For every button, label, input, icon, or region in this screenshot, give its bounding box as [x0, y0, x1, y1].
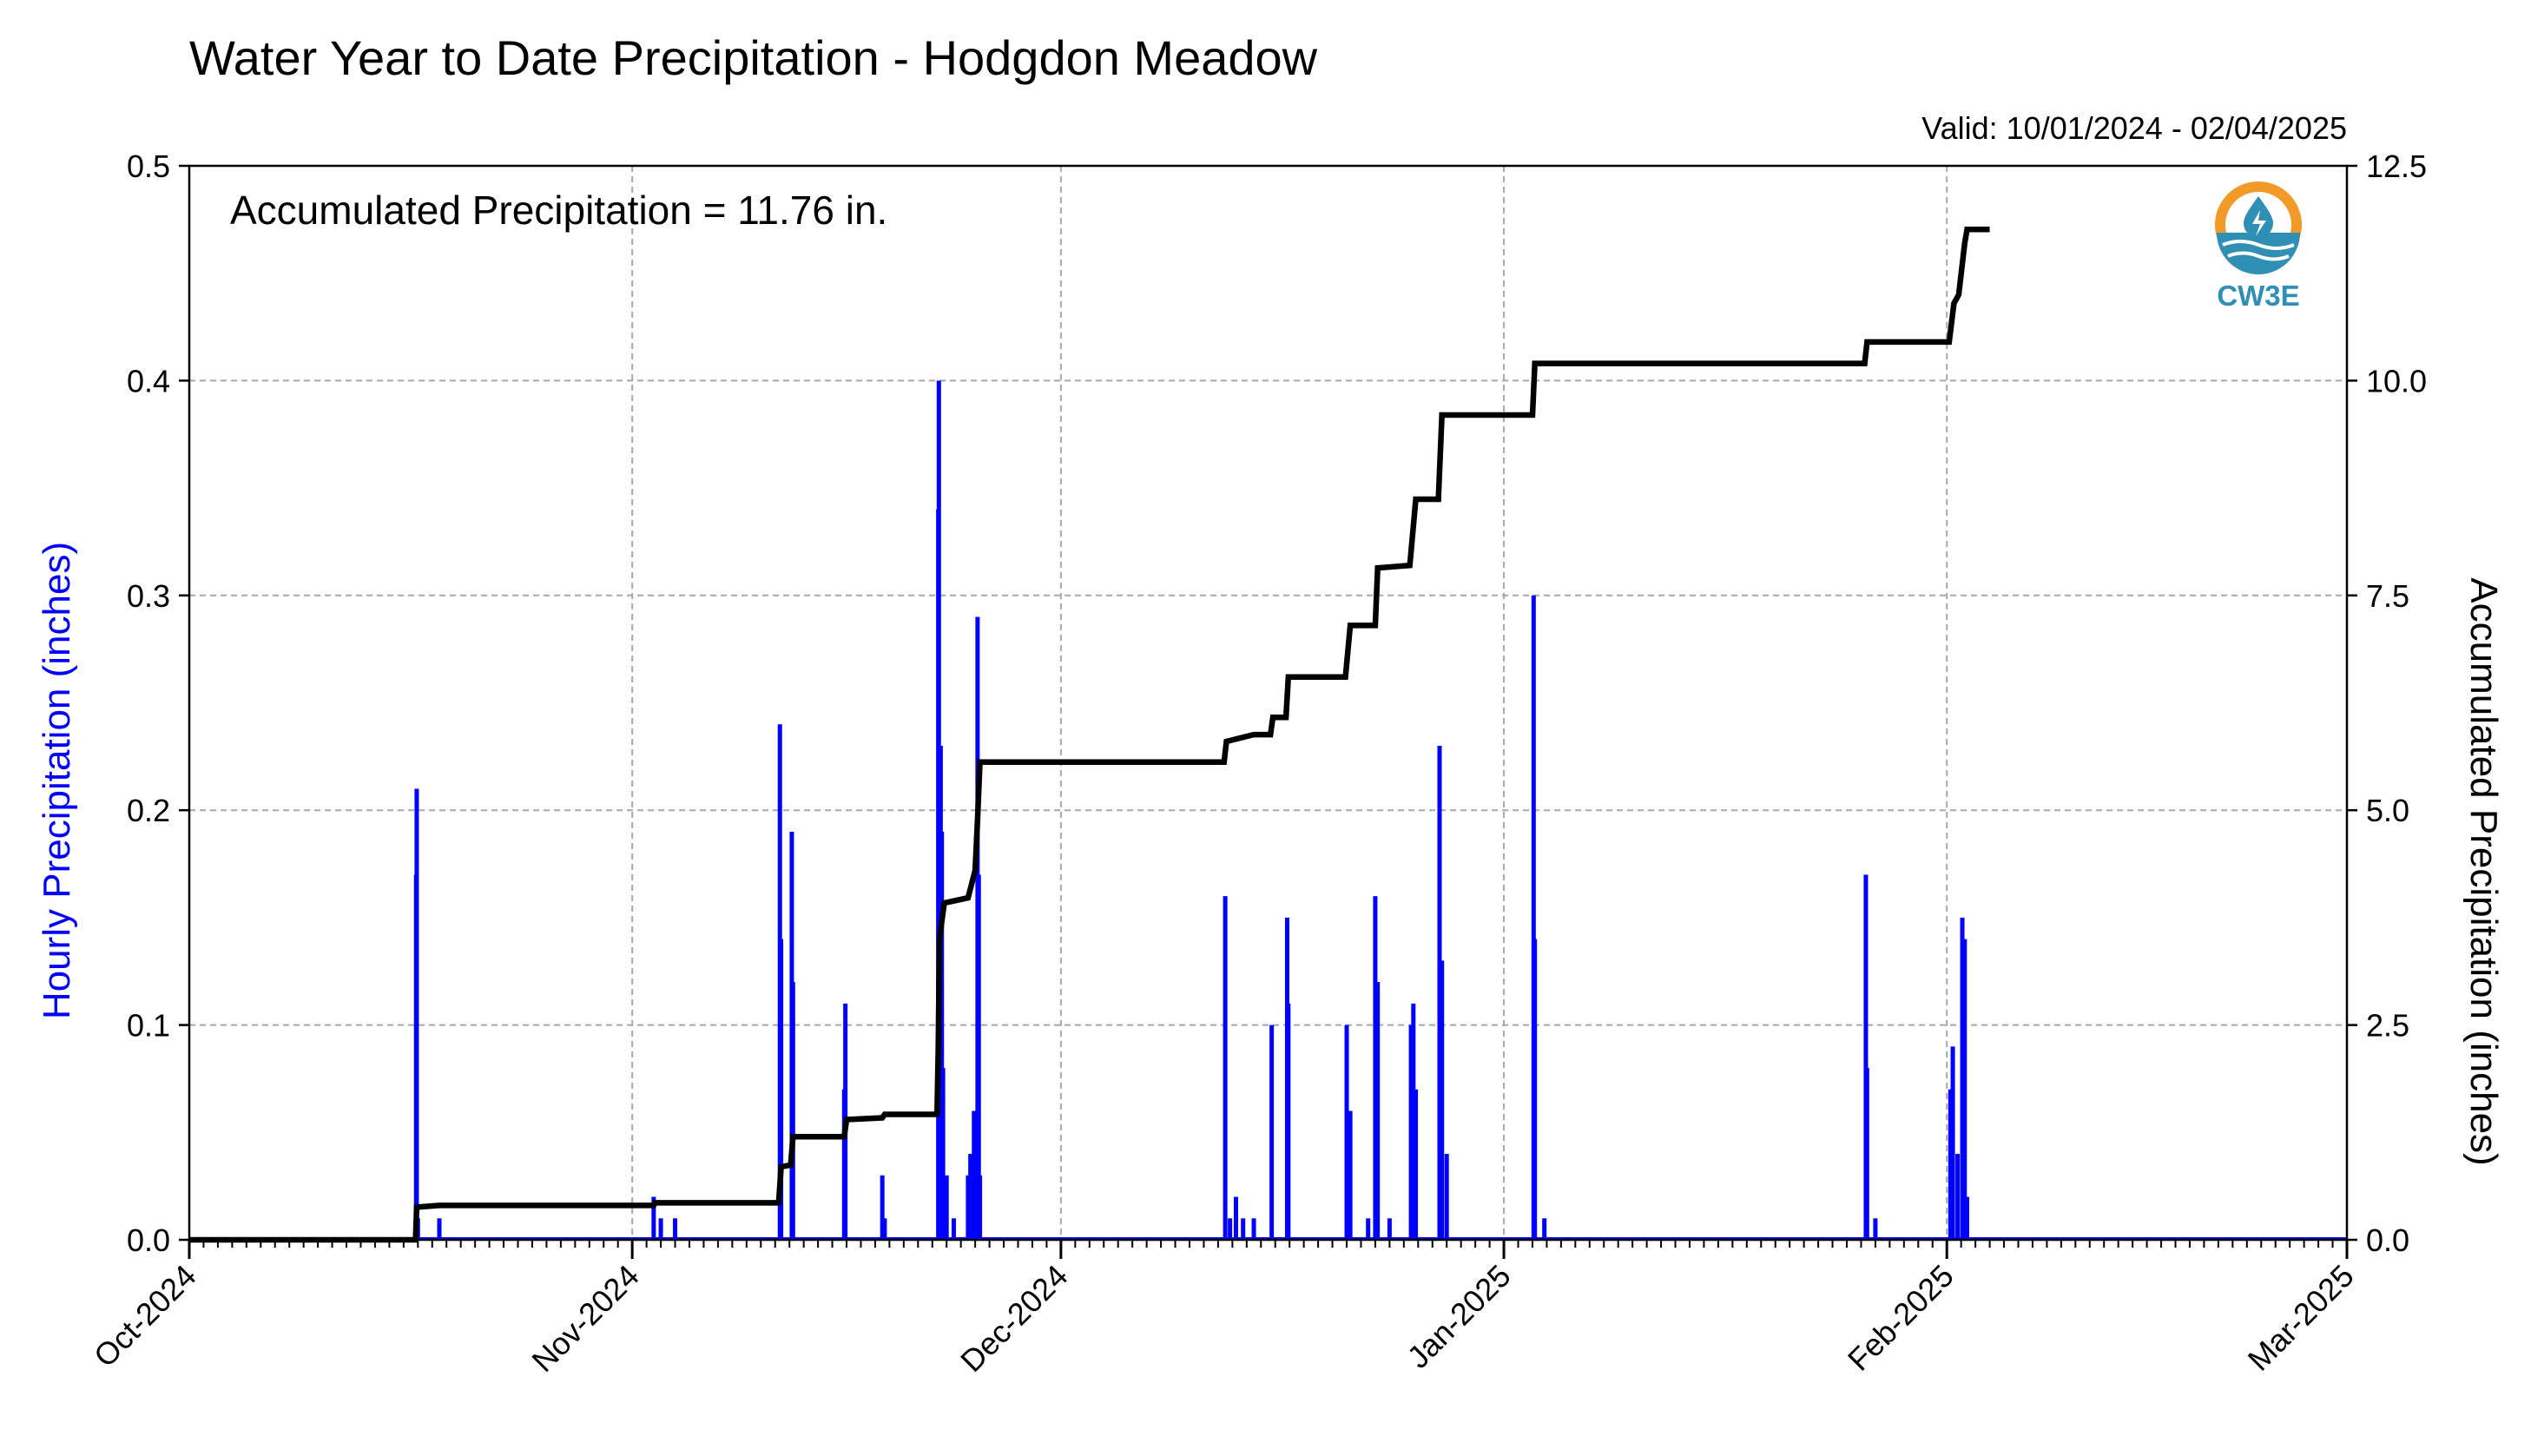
hourly-precip-bar: [1440, 960, 1445, 1240]
hourly-precip-bar: [1241, 1218, 1246, 1240]
hourly-precip-bar: [972, 1110, 977, 1240]
hourly-precip-bar: [1437, 745, 1442, 1240]
hourly-precip-bar: [779, 939, 784, 1240]
cw3e-logo: CW3E: [2215, 181, 2302, 312]
hourly-precip-bar: [968, 1154, 973, 1240]
hourly-precip-bar: [978, 1175, 983, 1240]
hourly-precip-bar: [951, 1218, 956, 1240]
hourly-precip-bar: [673, 1218, 678, 1240]
valid-date-range: Valid: 10/01/2024 - 02/04/2025: [1921, 110, 2347, 146]
grid-lines: [189, 166, 2347, 1240]
hourly-precip-bar: [1411, 1003, 1416, 1240]
hourly-precip-bar: [1955, 1154, 1961, 1240]
hourly-precip-bar: [1863, 874, 1869, 1240]
hourly-precip-bar: [976, 874, 981, 1240]
x-tick-label: Nov-2024: [524, 1258, 645, 1379]
hourly-precip-bar: [1542, 1218, 1547, 1240]
x-tick-label: Jan-2025: [1401, 1258, 1518, 1375]
hourly-precip-bar: [1965, 1196, 1970, 1240]
left-y-tick-label: 0.5: [127, 148, 170, 184]
left-y-tick-label: 0.1: [127, 1008, 170, 1044]
hourly-precip-bar: [437, 1218, 442, 1240]
right-y-tick-label: 12.5: [2366, 148, 2427, 184]
right-y-axis-label: Accumulated Precipitation (inches): [2462, 577, 2505, 1165]
right-y-tick-label: 7.5: [2366, 578, 2409, 614]
hourly-precip-bar: [1348, 1110, 1353, 1240]
hourly-precip-bar: [1251, 1218, 1256, 1240]
hourly-precip-bar: [1223, 896, 1228, 1240]
chart-title: Water Year to Date Precipitation - Hodgd…: [189, 30, 1318, 85]
hourly-precip-bar: [1286, 1003, 1291, 1240]
hourly-precip-bar: [1532, 939, 1538, 1240]
axis-ticks: 0.0 0.1 0.2 0.3 0.4 0.5 0.0 2.5 5.0 7.5 10.0 12.5 Oc…: [87, 148, 2427, 1379]
accumulated-precipitation-line: [189, 226, 1990, 1243]
hourly-precip-bar: [880, 1175, 885, 1240]
left-y-tick-label: 0.0: [127, 1222, 170, 1258]
hourly-precip-bar: [1414, 1089, 1419, 1240]
hourly-precip-bar: [1344, 1024, 1349, 1240]
hourly-precip-bar: [1387, 1218, 1392, 1240]
cw3e-logo-text: CW3E: [2217, 280, 2299, 312]
right-y-tick-label: 10.0: [2366, 363, 2427, 399]
right-y-tick-label: 2.5: [2366, 1008, 2409, 1044]
hourly-precip-bar: [1948, 1089, 1953, 1240]
hourly-precip-bar: [882, 1218, 887, 1240]
hourly-precip-bar: [414, 788, 419, 1240]
hourly-precip-bar: [1873, 1218, 1878, 1240]
left-y-tick-label: 0.3: [127, 578, 170, 614]
hourly-precip-bar: [966, 1175, 971, 1240]
hourly-precip-bar: [1408, 1024, 1414, 1240]
hourly-precip-bar: [940, 1068, 946, 1240]
x-tick-label: Mar-2025: [2241, 1258, 2361, 1378]
plot-frame: [188, 164, 2349, 1242]
hourly-precip-bar: [790, 982, 795, 1240]
accumulated-total-annotation: Accumulated Precipitation = 11.76 in.: [230, 188, 887, 233]
hourly-precip-bar: [944, 1175, 949, 1240]
hourly-precip-bar: [658, 1218, 663, 1240]
hourly-precip-bar: [651, 1196, 656, 1240]
hourly-precip-bar: [1366, 1218, 1371, 1240]
left-y-tick-label: 0.4: [127, 363, 170, 399]
hourly-precip-bar: [1233, 1196, 1238, 1240]
x-tick-label: Oct-2024: [87, 1258, 203, 1374]
hourly-precip-bar: [1950, 1046, 1955, 1240]
left-y-tick-label: 0.2: [127, 793, 170, 828]
hourly-precip-bar: [939, 831, 945, 1240]
right-y-tick-label: 5.0: [2366, 793, 2409, 828]
cw3e-logo-icon: [2215, 181, 2302, 274]
hourly-precip-bar: [1864, 1068, 1869, 1240]
hourly-precip-bar: [1228, 1218, 1233, 1240]
right-y-tick-label: 0.0: [2366, 1222, 2409, 1258]
hourly-precip-bar: [1269, 1024, 1275, 1240]
left-y-axis-label: Hourly Precipitation (inches): [36, 542, 78, 1019]
hourly-precip-bar: [1531, 595, 1536, 1240]
hourly-precip-bar: [1373, 896, 1378, 1240]
hourly-precip-bar: [1444, 1154, 1449, 1240]
hourly-precip-bar: [1960, 917, 1965, 1240]
hourly-precip-bar: [1962, 939, 1967, 1240]
x-tick-label: Dec-2024: [953, 1258, 1074, 1379]
hourly-precip-bar: [1375, 982, 1381, 1240]
x-tick-label: Feb-2025: [1841, 1258, 1961, 1378]
